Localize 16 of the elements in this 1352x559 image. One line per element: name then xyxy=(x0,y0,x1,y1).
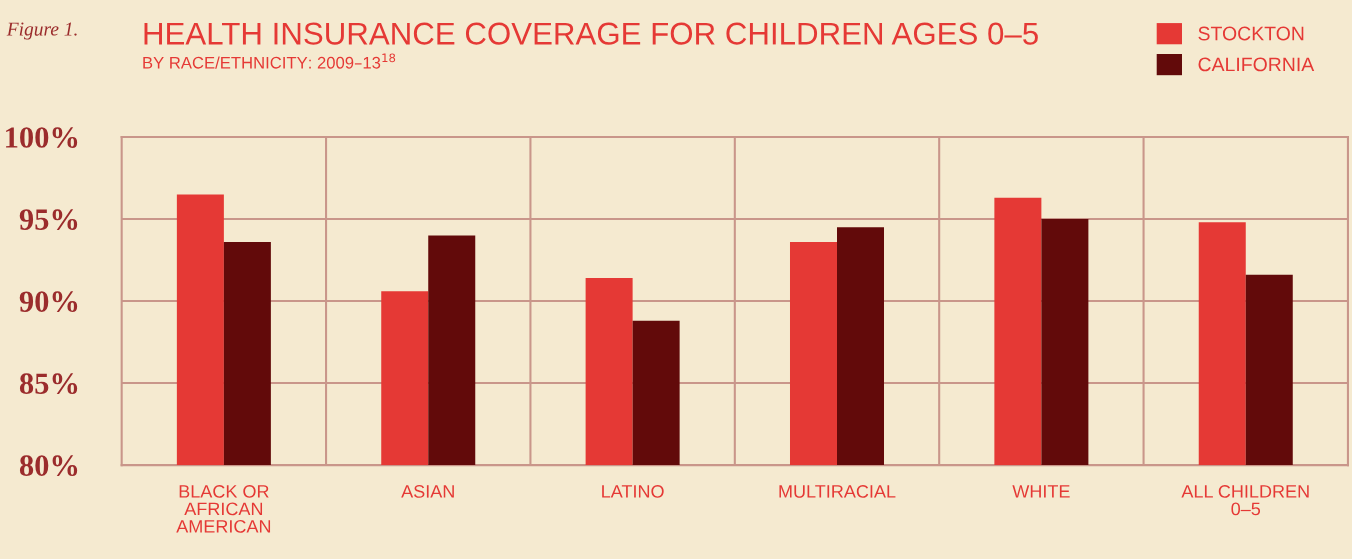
y-tick-label: 95% xyxy=(19,209,78,230)
chart-subtitle: BY RACE/ETHNICITY: 2009–13$^{18}$ xyxy=(143,53,396,69)
x-tick-label: ALL CHILDREN 0–5 xyxy=(1181,485,1309,516)
x-tick-label: MULTIRACIAL xyxy=(779,485,896,498)
legend-label: CALIFORNIA xyxy=(1198,57,1315,72)
x-tick-label: ASIAN xyxy=(401,485,454,498)
x-tick-label: LATINO xyxy=(602,485,664,498)
y-tick-label: 90% xyxy=(19,291,78,313)
legend-label: STOCKTON xyxy=(1198,26,1304,41)
y-tick-label: 80% xyxy=(19,455,78,477)
x-tick-label: WHITE xyxy=(1012,485,1070,498)
y-tick-label: 85% xyxy=(19,373,78,395)
x-tick-label: BLACK OR AFRICAN AMERICAN xyxy=(176,485,271,533)
y-tick-label: 100% xyxy=(6,127,78,148)
caption: Figure 1. xyxy=(6,22,77,40)
chart-title: HEALTH INSURANCE COVERAGE FOR CHILDREN AGES 0–5 xyxy=(144,22,1038,45)
